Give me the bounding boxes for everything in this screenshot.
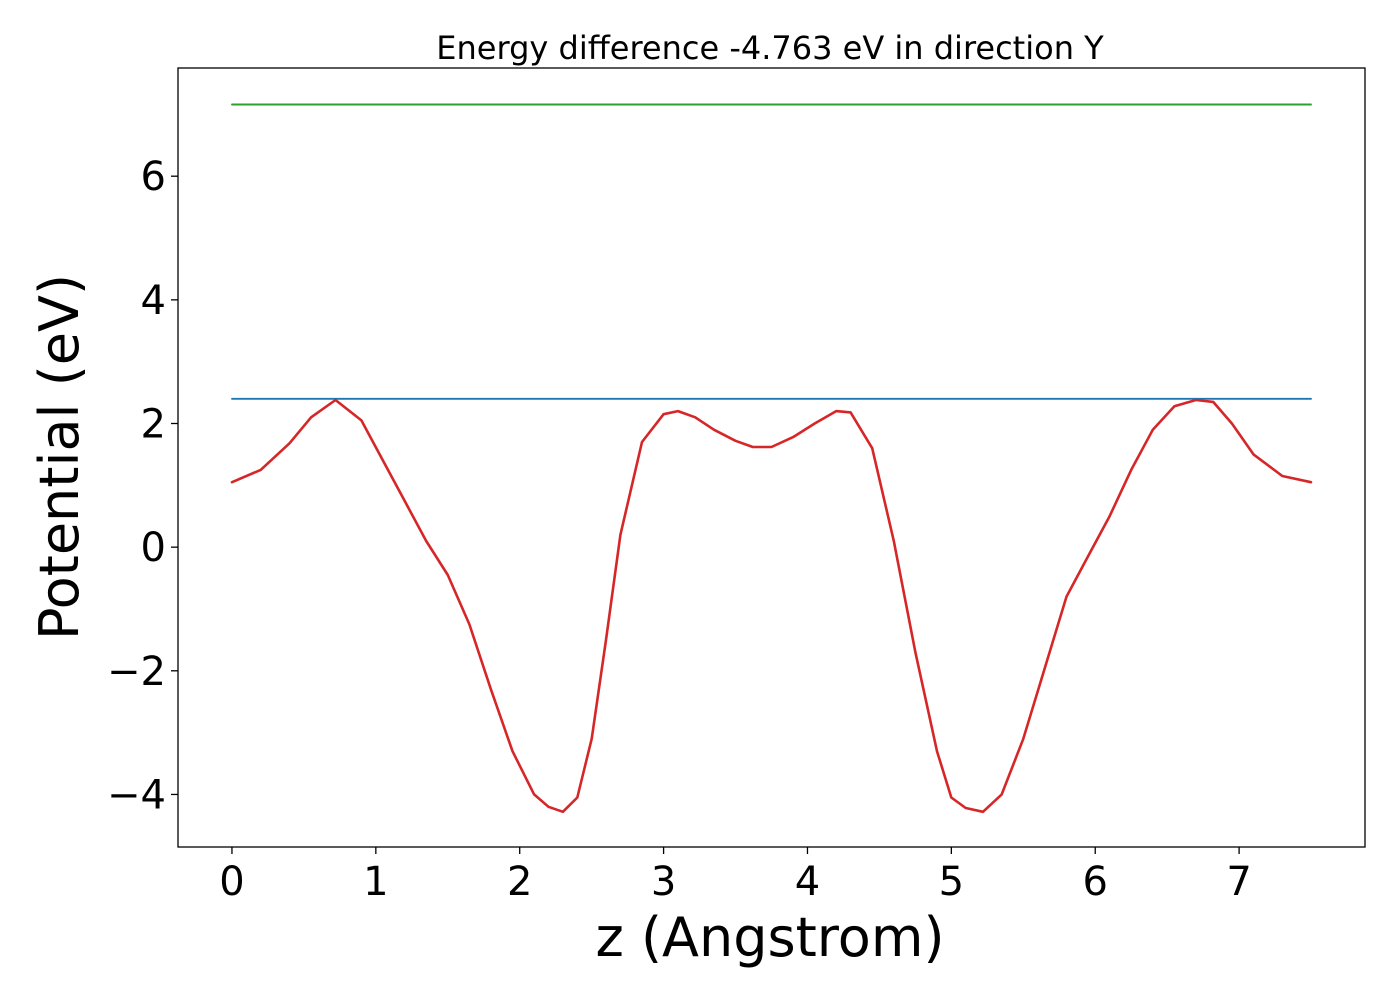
x-axis: 0 1 2 3 4 5 6 7 [219,847,1252,905]
y-tick-label: −2 [107,649,166,695]
x-tick-label: 1 [363,859,388,905]
y-axis: −4 −2 0 2 4 6 [107,154,178,818]
x-tick-label: 0 [219,859,244,905]
x-tick-label: 2 [507,859,532,905]
y-axis-label: Potential (eV) [28,274,91,640]
y-tick-label: 4 [141,278,166,324]
x-tick-label: 3 [651,859,676,905]
x-tick-label: 7 [1226,859,1251,905]
x-tick-label: 6 [1083,859,1108,905]
y-tick-label: 0 [141,525,166,571]
y-tick-label: 6 [141,154,166,200]
y-tick-label: −4 [107,772,166,818]
series-line-2 [230,398,1313,814]
chart-title: Energy difference -4.763 eV in direction… [436,29,1104,67]
plot-area [230,103,1313,814]
x-tick-label: 5 [939,859,964,905]
x-tick-label: 4 [795,859,820,905]
plot-frame [177,67,1366,848]
y-tick-label: 2 [141,401,166,447]
x-axis-label: z (Angstrom) [595,906,944,969]
